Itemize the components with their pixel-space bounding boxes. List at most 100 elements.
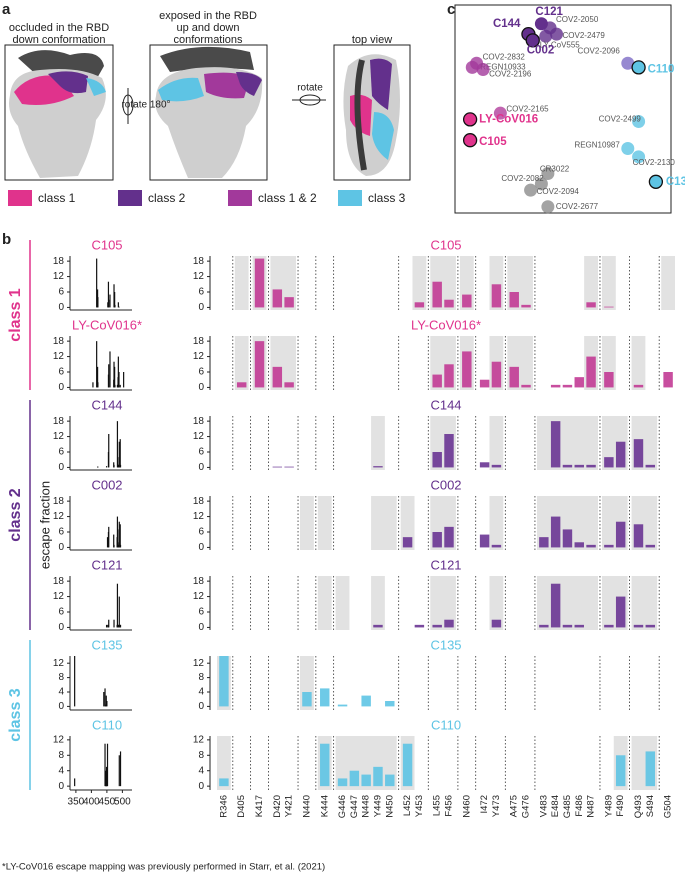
logo-stack xyxy=(491,284,502,308)
y-tick-label: 6 xyxy=(198,367,204,378)
map-point xyxy=(632,114,646,128)
site-highlight xyxy=(234,256,249,310)
logo-stack xyxy=(633,624,644,628)
site-highlight xyxy=(631,336,646,390)
y-tick-label: 4 xyxy=(58,687,64,698)
logo-stack xyxy=(272,366,283,388)
map-point-label: COV2-2196 xyxy=(489,70,532,79)
y-tick-label: 0 xyxy=(198,622,204,633)
logo-stack xyxy=(462,351,472,388)
site-label: F456 xyxy=(444,795,455,817)
logo-stack xyxy=(402,743,413,787)
logo-stack xyxy=(586,302,596,308)
map-point-label: COV2-2082 xyxy=(501,174,544,183)
y-tick-label: 18 xyxy=(193,416,205,427)
site-highlight xyxy=(489,496,504,550)
map-point xyxy=(465,60,479,74)
y-tick-label: 6 xyxy=(58,527,64,538)
site-highlight xyxy=(584,496,598,550)
y-tick-label: 18 xyxy=(53,256,65,267)
site-highlight xyxy=(601,256,616,310)
site-highlight xyxy=(643,576,658,630)
site-highlight xyxy=(371,576,385,630)
map-point-label: REGN10933 xyxy=(480,63,526,72)
map-point xyxy=(632,150,646,164)
logo-stack xyxy=(373,766,383,787)
logo-stack xyxy=(479,462,490,468)
y-tick-label: 0 xyxy=(58,542,64,553)
logo-stack xyxy=(521,304,531,308)
logo-stack xyxy=(219,778,229,787)
logo-stack xyxy=(272,466,283,468)
map-point xyxy=(550,27,564,41)
y-tick-label: 18 xyxy=(53,496,65,507)
map-point-label: COV2-2050 xyxy=(556,15,599,24)
y-tick-label: 0 xyxy=(198,542,204,553)
epitope-class-3 xyxy=(158,77,204,102)
logo-stack xyxy=(615,596,626,628)
site-label: R346 xyxy=(218,795,229,818)
row-title: C135 xyxy=(91,637,122,652)
site-label: G504 xyxy=(663,795,674,818)
map-point-label: COV2-2677 xyxy=(556,202,599,211)
site-highlight xyxy=(536,496,551,550)
site-highlight xyxy=(572,576,587,630)
site-label: N450 xyxy=(384,795,395,818)
site-label: D405 xyxy=(236,795,247,818)
site-highlight xyxy=(382,496,397,550)
site-label: N440 xyxy=(301,795,312,818)
site-label: G447 xyxy=(349,795,360,818)
group-label: class 1 xyxy=(7,288,24,341)
map-point-label: C002 xyxy=(527,44,555,56)
site-highlight xyxy=(601,416,616,470)
logo-stack xyxy=(645,544,656,548)
logo-stack xyxy=(562,529,573,548)
legend-swatch xyxy=(118,190,142,206)
site-label: Q493 xyxy=(633,795,644,818)
y-tick-label: 6 xyxy=(198,527,204,538)
y-tick-label: 6 xyxy=(58,287,64,298)
row-title: C121 xyxy=(91,557,122,572)
site-label: G476 xyxy=(521,795,532,818)
site-label: S494 xyxy=(645,795,656,817)
y-tick-label: 12 xyxy=(53,271,65,282)
epitope-class-2 xyxy=(48,71,88,94)
site-label: Y421 xyxy=(284,795,295,817)
group-label: class 3 xyxy=(7,688,24,741)
map-point xyxy=(476,62,490,76)
y-tick-label: 18 xyxy=(193,256,205,267)
ribbon xyxy=(160,46,254,72)
map-point-label: C110 xyxy=(648,63,675,75)
logo-stack xyxy=(562,384,573,388)
site-highlight xyxy=(335,736,350,790)
y-tick-label: 18 xyxy=(193,336,205,347)
map-point-label: COV2-2832 xyxy=(483,52,526,61)
y-tick-label: 12 xyxy=(193,271,205,282)
map-point-label: LY-CoV016 xyxy=(479,113,538,125)
logo-stack xyxy=(373,466,383,468)
y-tick-label: 12 xyxy=(53,511,65,522)
row-title: C002 xyxy=(430,477,461,492)
epitope-class-2 xyxy=(236,72,262,96)
map-point-label: COV2-2130 xyxy=(633,158,676,167)
map-point-label: COV2-2096 xyxy=(578,46,621,55)
site-label: Y473 xyxy=(491,795,502,817)
logo-stack xyxy=(462,294,472,308)
logo-stack xyxy=(349,770,360,787)
logo-stack xyxy=(633,439,644,468)
logo-stack xyxy=(550,516,561,548)
y-tick-label: 12 xyxy=(193,658,205,669)
site-highlight xyxy=(584,256,598,310)
footnote: *LY-CoV016 escape mapping was previously… xyxy=(2,862,325,873)
panel-label: a xyxy=(2,1,11,18)
site-highlight xyxy=(442,256,456,310)
view-caption: occluded in the RBD xyxy=(9,22,109,34)
y-tick-label: 6 xyxy=(198,607,204,618)
view-caption: up and down xyxy=(177,22,240,34)
y-tick-label: 12 xyxy=(53,351,65,362)
y-tick-label: 0 xyxy=(198,781,204,792)
view-caption: down conformation xyxy=(13,34,106,46)
legend-swatch xyxy=(338,190,362,206)
site-label: F486 xyxy=(574,795,585,817)
